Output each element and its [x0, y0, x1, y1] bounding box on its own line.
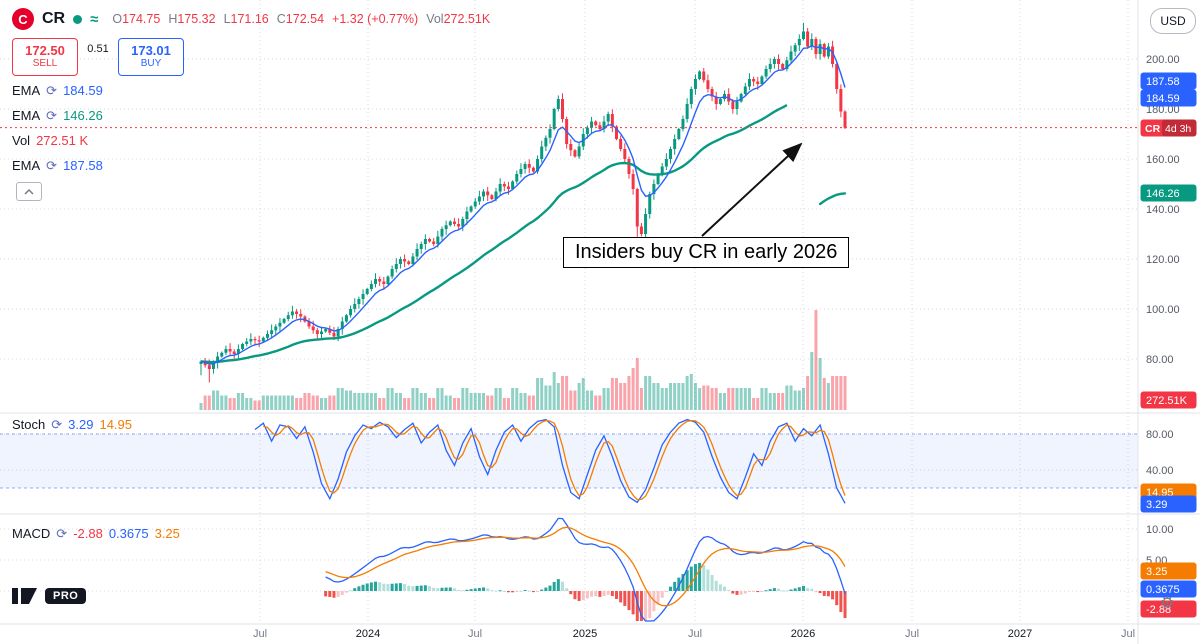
macd-line-value: 0.3675: [108, 526, 149, 541]
symbol-name[interactable]: CR: [42, 10, 66, 27]
indicator-icon: ⟳: [56, 526, 68, 541]
grid-layer: [0, 0, 1138, 624]
symbol-header: C CR ≈ O174.75 H175.32 L171.16 C172.54 +…: [12, 8, 490, 30]
symbol-logo-icon[interactable]: C: [12, 8, 34, 30]
legend-value: 146.26: [63, 108, 103, 123]
svg-text:2024: 2024: [356, 628, 380, 640]
svg-text:Jul: Jul: [688, 628, 702, 640]
svg-text:3.25: 3.25: [1146, 566, 1167, 578]
legend-row-ema-187[interactable]: EMA ⟳ 187.58: [12, 158, 103, 173]
svg-text:184.59: 184.59: [1146, 93, 1180, 105]
legend-value: 272.51 K: [36, 133, 89, 148]
legend-row-ema-184[interactable]: EMA ⟳ 184.59: [12, 83, 103, 98]
svg-text:CR: CR: [1145, 123, 1161, 135]
svg-text:80.00: 80.00: [1146, 429, 1174, 441]
legend-value: 184.59: [63, 83, 103, 98]
ema-slow-line: [200, 104, 788, 364]
trade-panel: 172.50 SELL 0.51 173.01 BUY: [12, 38, 184, 76]
buy-button[interactable]: 173.01 BUY: [118, 38, 184, 76]
legend-row-volume[interactable]: Vol 272.51 K: [12, 133, 89, 148]
volume-value: Vol272.51K: [426, 12, 491, 26]
ohlc-values: O174.75 H175.32 L171.16 C172.54 +1.32 (+…: [112, 12, 490, 26]
svg-text:200.00: 200.00: [1146, 54, 1180, 66]
buy-label: BUY: [140, 58, 162, 69]
spread-value: 0.51: [87, 43, 109, 55]
low-value: L171.16: [223, 12, 269, 26]
annotation-callout[interactable]: Insiders buy CR in early 2026: [563, 237, 850, 268]
svg-text:-2.88: -2.88: [1146, 604, 1171, 616]
stoch-band: [0, 433, 1138, 489]
settings-gear-icon[interactable]: ⚙: [1160, 595, 1175, 612]
ema-slow-tail: [818, 192, 847, 206]
open-value: O174.75: [112, 12, 161, 26]
tradingview-mark-icon: [12, 588, 37, 604]
macd-legend-row[interactable]: MACD ⟳ -2.88 0.3675 3.25: [12, 526, 180, 541]
sell-price: 172.50: [25, 43, 65, 58]
candles-layer: [199, 22, 847, 383]
stoch-legend-row[interactable]: Stoch ⟳ 3.29 14.95: [12, 417, 133, 432]
macd-signal-value: 3.25: [154, 526, 180, 541]
svg-text:2026: 2026: [791, 628, 815, 640]
buy-price: 173.01: [131, 43, 171, 58]
svg-text:2025: 2025: [573, 628, 597, 640]
legend-row-ema-146[interactable]: EMA ⟳ 146.26: [12, 108, 103, 123]
svg-text:120.00: 120.00: [1146, 254, 1180, 266]
collapse-legend-button[interactable]: [16, 182, 42, 201]
svg-text:80.00: 80.00: [1146, 354, 1174, 366]
high-value: H175.32: [168, 12, 216, 26]
svg-text:100.00: 100.00: [1146, 304, 1180, 316]
tradingview-logo[interactable]: PRO: [12, 586, 87, 606]
stoch-pane: [254, 418, 846, 504]
annotation-arrow: [701, 142, 803, 237]
chevron-up-icon: [24, 188, 34, 195]
indicator-icon: ⟳: [46, 83, 58, 98]
svg-text:Jul: Jul: [468, 628, 482, 640]
ema-fast-line: [200, 44, 846, 365]
close-value: C172.54: [276, 12, 325, 26]
svg-text:180.00: 180.00: [1146, 104, 1180, 116]
svg-text:272.51K: 272.51K: [1146, 395, 1188, 407]
sell-button[interactable]: 172.50 SELL: [12, 38, 78, 76]
indicator-icon: ⟳: [51, 417, 63, 432]
volume-layer: [199, 310, 847, 410]
svg-text:187.58: 187.58: [1146, 76, 1180, 88]
indicator-legend: EMA ⟳ 184.59 EMA ⟳ 146.26 Vol 272.51 K E…: [12, 81, 103, 181]
time-axis[interactable]: Jul 2024 Jul 2025 Jul 2026 Jul 2027 Jul: [253, 628, 1135, 640]
currency-button[interactable]: USD: [1150, 8, 1196, 34]
pro-badge: PRO: [45, 588, 87, 604]
legend-value: 187.58: [63, 158, 103, 173]
svg-text:4d 3h: 4d 3h: [1165, 123, 1191, 135]
approx-data-icon: ≈: [90, 10, 99, 28]
price-scale[interactable]: 200.00 180.00 160.00 140.00 120.00 100.00 80.0…: [1140, 54, 1197, 618]
indicator-icon: ⟳: [46, 108, 58, 123]
stoch-k-value: 3.29: [68, 417, 94, 432]
macd-pane: [324, 517, 847, 622]
svg-text:2027: 2027: [1008, 628, 1032, 640]
svg-text:Jul: Jul: [1121, 628, 1135, 640]
svg-text:40.00: 40.00: [1146, 465, 1174, 477]
svg-text:Jul: Jul: [253, 628, 267, 640]
svg-text:146.26: 146.26: [1146, 188, 1180, 200]
market-status-icon: [73, 14, 83, 24]
indicator-icon: ⟳: [46, 158, 58, 173]
change-value: +1.32 (+0.77%): [332, 12, 419, 26]
macd-hist-value: -2.88: [73, 526, 103, 541]
sell-label: SELL: [32, 58, 58, 69]
svg-text:10.00: 10.00: [1146, 524, 1174, 536]
svg-text:0.3675: 0.3675: [1146, 584, 1180, 596]
svg-text:160.00: 160.00: [1146, 154, 1180, 166]
svg-text:Jul: Jul: [905, 628, 919, 640]
svg-text:140.00: 140.00: [1146, 204, 1180, 216]
svg-text:3.29: 3.29: [1146, 499, 1167, 511]
stoch-d-value: 14.95: [99, 417, 133, 432]
